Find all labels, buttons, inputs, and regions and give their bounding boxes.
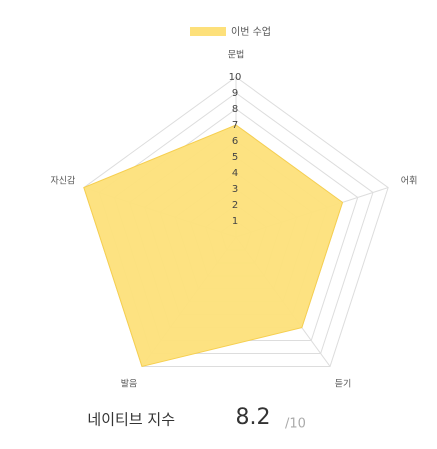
axis-label: 어휘 <box>401 175 418 186</box>
legend-swatch <box>190 27 226 36</box>
footer-score: 8.2 <box>236 405 271 430</box>
r-tick-label: 1 <box>232 216 238 227</box>
footer-label: 네이티브 지수 <box>87 411 175 429</box>
footer-max: /10 <box>285 417 306 432</box>
radar-area <box>83 124 344 368</box>
r-tick-label: 8 <box>232 104 238 115</box>
r-tick-label: 5 <box>232 152 238 163</box>
axis-label: 자신감 <box>50 174 75 186</box>
legend: 이번 수업 <box>190 25 271 38</box>
axis-label: 발음 <box>121 379 138 390</box>
series <box>83 124 344 368</box>
axis-label: 듣기 <box>335 379 352 390</box>
r-tick-label: 2 <box>232 200 238 211</box>
r-tick-label: 9 <box>232 88 238 99</box>
r-tick-label: 10 <box>229 72 242 83</box>
r-tick-label: 7 <box>232 120 238 131</box>
legend-label: 이번 수업 <box>231 25 271 38</box>
r-tick-label: 6 <box>232 136 238 147</box>
r-tick-label: 4 <box>232 168 238 179</box>
axis-label: 문법 <box>228 50 245 61</box>
grid-ring <box>83 76 389 367</box>
r-tick-label: 3 <box>232 184 238 195</box>
